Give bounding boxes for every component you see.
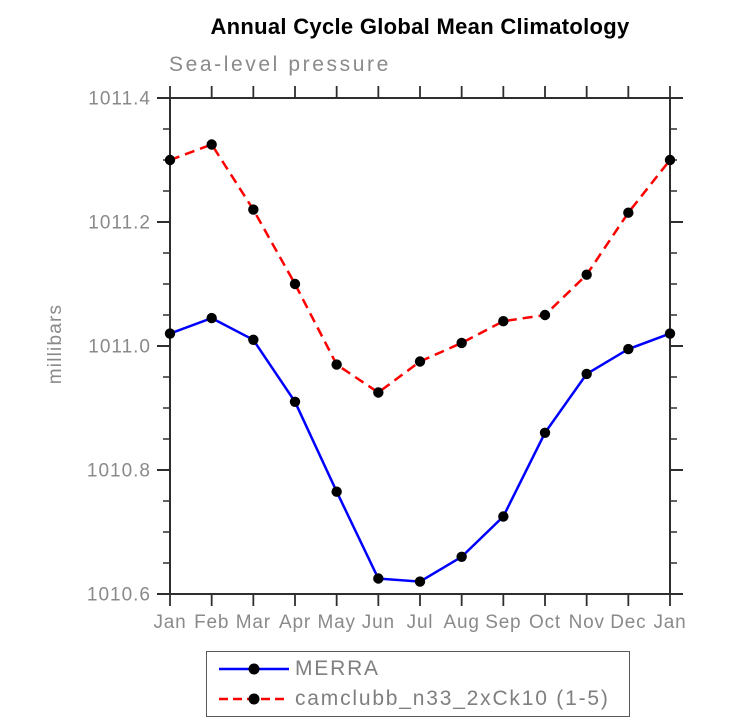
data-point-marker (581, 269, 592, 280)
legend: MERRA camclubb_n33_2xCk10 (1-5) (206, 651, 630, 717)
chart-title: Annual Cycle Global Mean Climatology (210, 14, 630, 39)
legend-item-merra: MERRA (217, 654, 629, 684)
x-tick-label: Nov (569, 612, 605, 633)
data-point-marker (498, 316, 509, 327)
x-tick-label: Jan (653, 612, 686, 633)
data-point-marker (206, 312, 217, 324)
legend-item-camclubb: camclubb_n33_2xCk10 (1-5) (217, 684, 629, 714)
x-tick-label: Jul (407, 612, 434, 633)
data-point-marker (248, 334, 259, 345)
data-point-marker (164, 328, 176, 339)
data-point-marker (373, 573, 384, 584)
data-point-marker (206, 139, 217, 150)
data-point-marker (539, 427, 551, 438)
data-point-marker (498, 511, 509, 522)
x-tick-label: May (318, 612, 356, 633)
y-tick-label: 1010.8 (87, 461, 151, 482)
data-point-marker (664, 328, 676, 339)
series-line-camclubb (169, 142, 671, 395)
y-tick-label: 1010.6 (87, 585, 151, 606)
merra-line-swatch (219, 663, 289, 675)
x-tick-label: Apr (279, 612, 311, 633)
y-tick-label: 1011.2 (88, 213, 151, 234)
data-point-marker (414, 356, 426, 367)
chart-subtitle: Sea-level pressure (169, 53, 391, 76)
data-point-marker (456, 337, 467, 349)
x-tick-label: Mar (236, 612, 271, 633)
x-tick-label: Feb (194, 612, 229, 633)
data-point-marker (581, 368, 592, 380)
data-point-marker (289, 278, 301, 290)
x-tick-label: Dec (610, 612, 646, 633)
data-point-marker (373, 387, 384, 398)
data-point-marker (456, 551, 467, 562)
camclubb-line-swatch (219, 693, 289, 705)
data-point-marker (623, 207, 634, 218)
data-point-marker (623, 343, 634, 355)
x-tick-label: Sep (485, 612, 521, 633)
x-tick-label: Aug (444, 612, 480, 633)
legend-label-camclubb: camclubb_n33_2xCk10 (1-5) (295, 687, 610, 710)
data-point-marker (664, 154, 676, 166)
data-point-marker (539, 309, 551, 321)
data-point-marker (289, 396, 301, 407)
y-tick-label: 1011.0 (88, 337, 151, 358)
data-point-marker (164, 154, 176, 166)
plot-frame (169, 97, 671, 595)
data-point-marker (331, 359, 342, 370)
x-tick-label: Jan (153, 612, 186, 633)
data-point-marker (248, 204, 259, 215)
x-tick-label: Jun (362, 612, 395, 633)
data-point-marker (331, 486, 342, 497)
x-tick-label: Oct (529, 612, 561, 633)
data-point-marker (414, 576, 426, 587)
y-tick-label: 1011.4 (88, 89, 151, 110)
legend-label-merra: MERRA (295, 657, 380, 680)
